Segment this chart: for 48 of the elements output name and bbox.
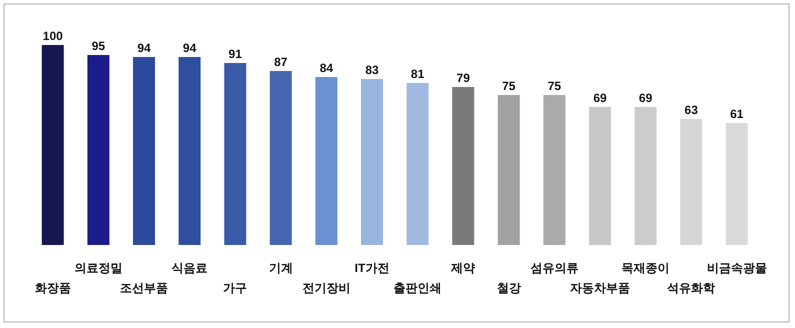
x-tick-label: 출판인쇄 <box>394 281 442 295</box>
bar <box>634 107 657 245</box>
data-label: 84 <box>320 61 334 75</box>
x-tick-label: 기계 <box>268 261 293 275</box>
bar <box>361 79 383 245</box>
x-tick-label: 화장품 <box>34 281 71 295</box>
x-tick-label: 의료정밀 <box>74 261 122 275</box>
x-tick-label: 석유화학 <box>667 281 716 295</box>
data-label: 100 <box>42 29 64 43</box>
x-tick-label: 철강 <box>496 281 521 295</box>
x-tick-label: 섬유의류 <box>530 261 578 275</box>
bar <box>589 107 611 245</box>
bar <box>452 87 474 245</box>
data-label: 69 <box>593 91 607 105</box>
data-label: 61 <box>730 107 744 121</box>
data-label: 75 <box>502 79 516 93</box>
x-tick-label: IT가전 <box>354 261 390 275</box>
x-tick-label: 전기장비 <box>302 281 350 295</box>
data-label: 83 <box>365 63 379 77</box>
bar <box>680 119 702 245</box>
bar <box>543 95 566 245</box>
data-label: 94 <box>182 41 197 55</box>
x-tick-label: 목재종이 <box>622 261 670 275</box>
x-tick-label: 자동차부품 <box>570 281 630 295</box>
bar <box>726 123 748 245</box>
data-label: 94 <box>137 41 151 55</box>
x-tick-label: 비금속광물 <box>706 261 767 275</box>
bar <box>406 83 429 245</box>
data-label: 95 <box>92 39 106 53</box>
bar <box>270 71 292 245</box>
data-label: 63 <box>684 103 698 117</box>
data-label: 91 <box>228 47 242 61</box>
x-tick-label: 조선부품 <box>120 281 168 295</box>
x-tick-label: 식음료 <box>172 261 208 275</box>
data-label: 79 <box>456 71 470 85</box>
bar <box>498 95 520 245</box>
x-tick-label: 가구 <box>223 281 248 295</box>
data-label: 75 <box>548 79 562 93</box>
bar <box>178 57 201 245</box>
bar <box>42 45 64 245</box>
data-label: 81 <box>410 67 425 81</box>
bar <box>87 55 110 245</box>
x-tick-label: 제약 <box>450 261 476 275</box>
data-label: 87 <box>274 55 288 69</box>
bar <box>315 77 338 245</box>
bar <box>133 57 155 245</box>
bar <box>224 63 246 245</box>
data-label: 69 <box>638 91 653 105</box>
